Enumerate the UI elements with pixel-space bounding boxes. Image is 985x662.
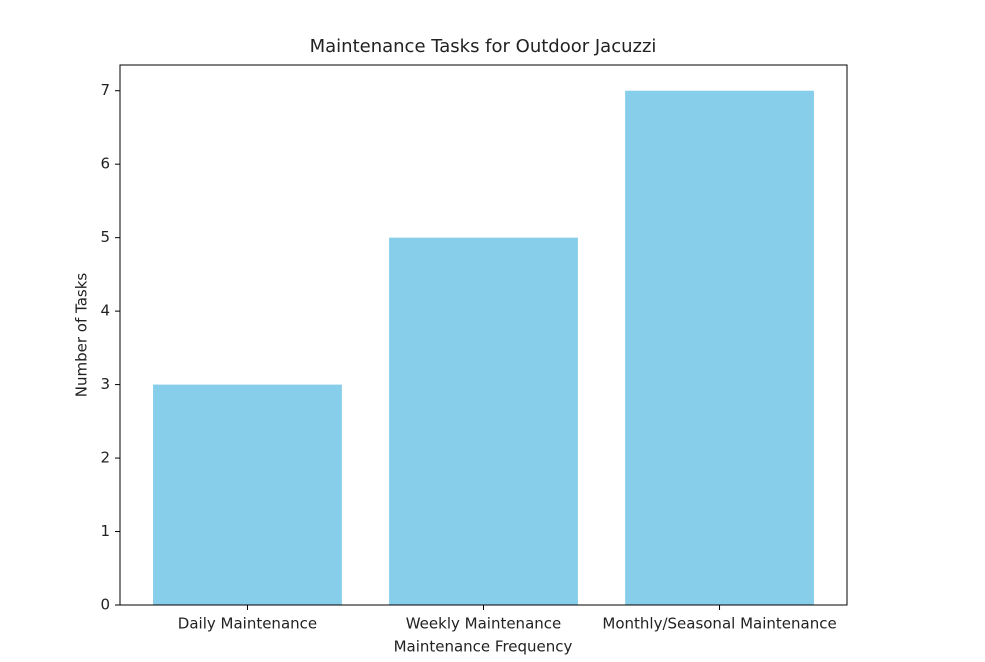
plot-frame	[119, 64, 848, 606]
x-tick-label: Daily Maintenance	[178, 615, 317, 633]
y-tick-label: 6	[100, 155, 110, 173]
y-axis-label: Number of Tasks	[73, 273, 91, 398]
chart-title: Maintenance Tasks for Outdoor Jacuzzi	[310, 36, 657, 57]
y-tick-label: 1	[100, 522, 110, 540]
bar	[389, 237, 578, 605]
bar	[625, 90, 814, 605]
x-axis-label: Maintenance Frequency	[394, 638, 573, 656]
y-tick-label: 7	[100, 81, 110, 99]
y-tick-label: 4	[100, 302, 110, 320]
y-tick-label: 3	[100, 375, 110, 393]
y-tick-label: 0	[100, 596, 110, 614]
bar	[153, 384, 342, 605]
y-tick-label: 5	[100, 228, 110, 246]
x-tick-label: Weekly Maintenance	[406, 615, 562, 633]
x-tick-label: Monthly/Seasonal Maintenance	[602, 615, 836, 633]
y-tick-label: 2	[100, 449, 110, 467]
